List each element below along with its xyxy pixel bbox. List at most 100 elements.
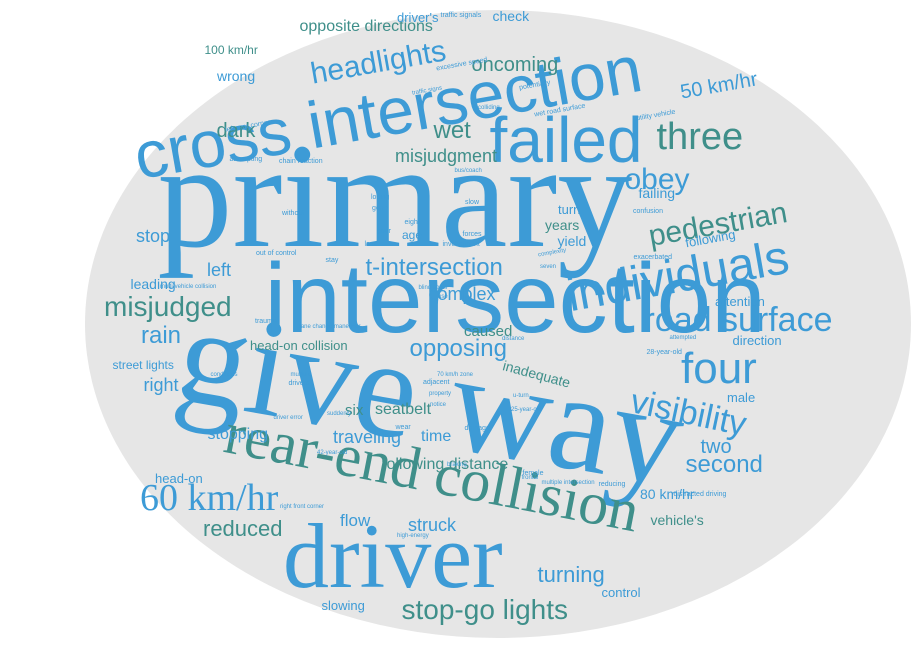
- cloud-word-stop: stop: [136, 226, 171, 246]
- cloud-word-confusion: confusion: [633, 207, 663, 215]
- cloud-word-forces: forces: [462, 230, 482, 238]
- cloud-word-25-year-old: 25-year-old: [511, 407, 542, 413]
- cloud-word-multi-vehicle-collision: multi-vehicle collision: [160, 284, 217, 290]
- cloud-word-wear: wear: [395, 423, 411, 431]
- cloud-word-six: six: [345, 401, 364, 419]
- cloud-word-complex: complex: [428, 284, 496, 304]
- cloud-word-exacerbated: exacerbated: [633, 253, 673, 261]
- cloud-word-distracted-driving: distracted driving: [673, 490, 727, 498]
- cloud-word-traffic-signals: traffic signals: [440, 11, 482, 19]
- cloud-word-slowing: slowing: [321, 597, 365, 613]
- cloud-word-misjudged: misjudged: [104, 291, 232, 322]
- cloud-word-colliding: colliding: [478, 105, 500, 111]
- cloud-word-caused: caused: [464, 322, 513, 340]
- cloud-word-out-of-control: out of control: [256, 249, 297, 257]
- cloud-word-direction: direction: [732, 332, 782, 348]
- cloud-word-42-year-old: 42-year-old: [317, 450, 348, 456]
- cloud-word-left: left: [207, 260, 232, 280]
- cloud-word-losing: losing: [371, 193, 390, 201]
- cloud-word-multiple-intersection: multiple intersection: [541, 480, 595, 486]
- cloud-word-failing: failing: [638, 185, 676, 201]
- cloud-word-opposing: opposing: [409, 335, 507, 362]
- cloud-word-t-intersection: t-intersection: [365, 254, 503, 281]
- cloud-word-gone: gone: [372, 204, 388, 212]
- cloud-word-leading: leading: [130, 276, 176, 292]
- cloud-word-intersection: intersection: [264, 243, 766, 353]
- cloud-word-stop-go-lights: stop-go lights: [401, 594, 569, 625]
- cloud-word-bus-coach: bus/coach: [454, 168, 482, 174]
- cloud-word-braking: braking: [447, 462, 467, 468]
- cloud-word-attention: attention: [715, 293, 765, 309]
- cloud-word-use: use: [438, 294, 448, 300]
- cloud-word-blind-spots: blind spots: [418, 285, 448, 291]
- cloud-word-100-km-hr: 100 km/hr: [204, 43, 258, 57]
- cloud-word-eight: eight: [404, 218, 420, 226]
- cloud-word-multiple: multiple: [290, 372, 312, 378]
- cloud-word-seven: seven: [540, 264, 557, 270]
- cloud-word-without: without: [282, 209, 305, 217]
- cloud-word-adjacent: adjacent: [423, 378, 450, 386]
- cloud-word-second: second: [685, 451, 763, 478]
- cloud-word-years: years: [545, 217, 580, 233]
- cloud-word-lane: lane: [364, 240, 378, 248]
- cloud-word-chain-reaction: chain reaction: [279, 157, 323, 165]
- cloud-oval-background: [85, 10, 911, 638]
- cloud-word-frontal: frontal: [521, 475, 539, 481]
- cloud-word-male: male: [727, 389, 756, 405]
- cloud-word-misjudgment: misjudgment: [395, 146, 498, 166]
- cloud-word-poor: poor: [377, 227, 392, 235]
- cloud-word-traveling: traveling: [333, 427, 402, 447]
- cloud-word-driver-s: driver's: [397, 9, 439, 25]
- cloud-word-suddenly: suddenly: [327, 411, 352, 417]
- cloud-word-time: time: [421, 428, 452, 445]
- cloud-word-control: control: [601, 584, 641, 600]
- cloud-word-oncoming: oncoming: [471, 54, 559, 76]
- cloud-word-60-km-hr: 60 km/hr: [140, 477, 279, 519]
- cloud-word-four: four: [681, 344, 757, 393]
- cloud-word-attempting: attempting: [229, 155, 263, 163]
- cloud-word-80-km-hr: 80 km/hr: [640, 486, 695, 502]
- cloud-word-distance: distance: [502, 336, 525, 342]
- cloud-word-u-turn: u-turn: [513, 393, 529, 399]
- cloud-word-attempted: attempted: [669, 335, 697, 341]
- cloud-word-conditions: conditions: [210, 372, 238, 378]
- cloud-word-involvement: involvement: [442, 240, 480, 248]
- cloud-word-opposite-directions: opposite directions: [299, 18, 433, 35]
- cloud-word-turn: turn: [558, 201, 581, 217]
- cloud-word-damage: damage: [464, 424, 490, 432]
- cloud-word-stay: stay: [325, 256, 339, 264]
- cloud-word-failed: failed: [489, 104, 643, 176]
- cloud-word-reduced: reduced: [203, 516, 283, 541]
- cloud-word-head-on: head-on: [155, 470, 203, 486]
- cloud-word-flow: flow: [340, 510, 371, 530]
- cloud-word-right: right: [143, 375, 179, 395]
- cloud-word-dark: dark: [216, 120, 256, 142]
- cloud-word-vehicle-s: vehicle's: [650, 512, 704, 528]
- cloud-word-stopping: stopping: [207, 426, 269, 443]
- cloud-word-wet: wet: [433, 117, 471, 144]
- cloud-word-obey: obey: [624, 163, 690, 196]
- cloud-word-slow: slow: [465, 198, 480, 206]
- cloud-word-property: property: [429, 391, 452, 397]
- cloud-word-seatbelt: seatbelt: [375, 401, 432, 418]
- cloud-word-primary: primary: [157, 113, 633, 279]
- cloud-word-drivers: drivers: [288, 379, 310, 387]
- cloud-word-street-lights: street lights: [112, 358, 174, 372]
- cloud-word-wrong: wrong: [217, 68, 256, 84]
- cloud-word-road-surface: road surface: [643, 301, 833, 339]
- cloud-word-driver-error: driver error: [273, 415, 303, 421]
- cloud-word-head-on-collision: head-on collision: [250, 337, 348, 353]
- cloud-word-struck: struck: [408, 515, 457, 535]
- cloud-word-lane-change-maneuver: lane change maneuver: [299, 324, 361, 330]
- cloud-word-high-energy: high-energy: [397, 533, 429, 539]
- cloud-word-three: three: [656, 116, 744, 158]
- cloud-word-female: female: [522, 469, 544, 477]
- cloud-word-notice: notice: [430, 402, 447, 408]
- cloud-word-check: check: [492, 8, 530, 24]
- cloud-word-turning: turning: [537, 562, 605, 587]
- cloud-word-yield: yield: [557, 233, 587, 249]
- cloud-word-driver: driver: [283, 505, 503, 607]
- cloud-word-right-front-corner: right front corner: [280, 504, 325, 510]
- cloud-word-following-distance: following distance: [382, 456, 509, 473]
- cloud-word-70-km-h-zone: 70 km/h zone: [437, 372, 474, 378]
